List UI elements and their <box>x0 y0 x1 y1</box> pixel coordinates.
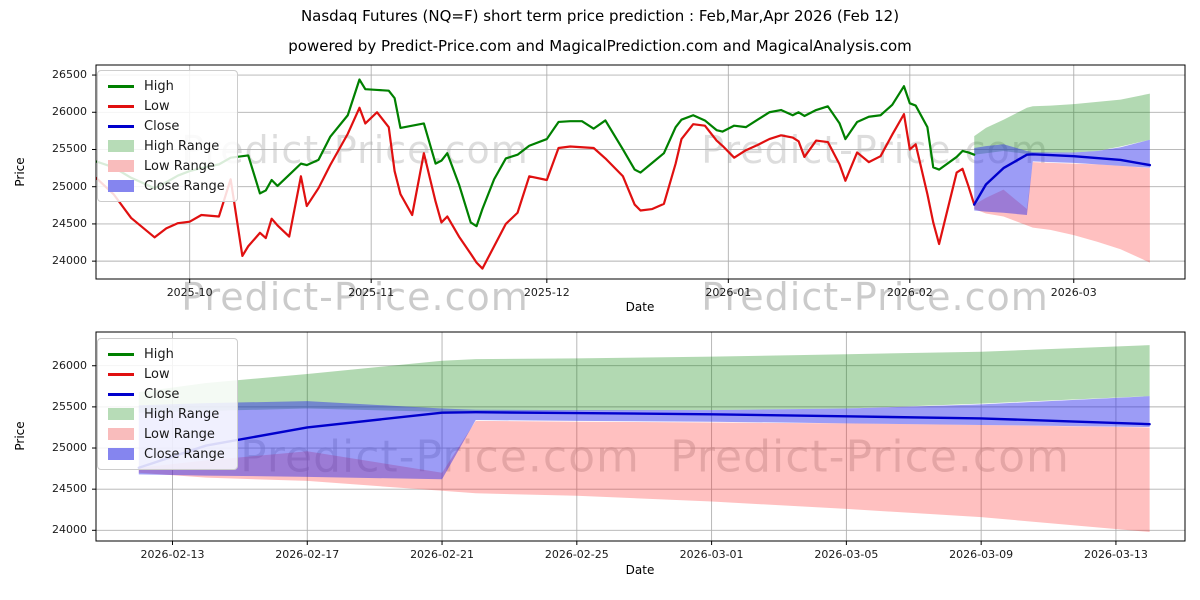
legend-swatch <box>108 104 134 108</box>
legend-item-close: Close <box>108 118 225 134</box>
x-tick-label: 2026-03-09 <box>949 548 1014 561</box>
legend-swatch <box>108 160 134 172</box>
x-tick-label: 2025-11 <box>348 286 395 299</box>
low-range-band <box>974 162 1150 263</box>
chart-subtitle: powered by Predict-Price.com and Magical… <box>288 37 912 55</box>
y-tick-label: 24500 <box>52 216 87 230</box>
high-range-band <box>138 345 1150 413</box>
legend-swatch <box>108 180 134 192</box>
legend-label: Low <box>144 366 170 382</box>
y-tick-label: 24500 <box>52 482 87 496</box>
x-tick-label: 2026-03-05 <box>814 548 879 561</box>
y-tick-label: 25000 <box>52 179 87 193</box>
legend-item-low: Low <box>108 366 225 382</box>
legend-swatch <box>108 84 134 88</box>
legend-label: Close <box>144 386 180 402</box>
x-axis-label-top: Date <box>625 300 655 314</box>
x-tick-label: 2026-03-13 <box>1083 548 1148 561</box>
legend-swatch <box>108 428 134 440</box>
legend-swatch <box>108 124 134 128</box>
legend-swatch <box>108 372 134 376</box>
legend-item-high: High <box>108 346 225 362</box>
legend-label: High <box>144 78 174 94</box>
legend-swatch <box>108 140 134 152</box>
legend-item-low-range: Low Range <box>108 158 225 174</box>
legend-swatch <box>108 408 134 420</box>
x-tick-label: 2026-02 <box>886 286 933 299</box>
y-tick-label: 24000 <box>52 254 87 268</box>
legend-swatch <box>108 392 134 396</box>
x-tick-label: 2025-10 <box>166 286 213 299</box>
x-tick-label: 2026-02-17 <box>275 548 340 561</box>
x-axis-label-bottom: Date <box>625 563 655 577</box>
legend-item-low-range: Low Range <box>108 426 225 442</box>
low-range-band <box>138 420 1150 532</box>
legend-swatch <box>108 352 134 356</box>
y-tick-label: 26500 <box>52 68 87 82</box>
legend-swatch <box>108 448 134 460</box>
x-tick-label: 2026-02-13 <box>140 548 205 561</box>
x-tick-label: 2026-01 <box>705 286 752 299</box>
legend-item-low: Low <box>108 98 225 114</box>
legend-label: Close <box>144 118 180 134</box>
legend-item-high-range: High Range <box>108 138 225 154</box>
legend-item-close: Close <box>108 386 225 402</box>
close-prediction-line <box>973 153 1152 206</box>
chart-title: Nasdaq Futures (NQ=F) short term price p… <box>300 7 900 25</box>
y-tick-label: 25500 <box>52 399 87 413</box>
y-tick-label: 25000 <box>52 441 87 455</box>
legend-top-chart: High Low Close High Range Low Range Close Ran… <box>97 70 238 202</box>
x-tick-label: 2025-12 <box>523 286 570 299</box>
legend-item-close-range: Close Range <box>108 178 225 194</box>
x-tick-label: 2026-03-01 <box>679 548 744 561</box>
bottom-chart-plot-area <box>96 332 1185 541</box>
legend-label: High <box>144 346 174 362</box>
x-tick-label: 2026-03 <box>1050 286 1097 299</box>
legend-bottom-chart: High Low Close High Range Low Range Close Ran… <box>97 338 238 470</box>
legend-label: Close Range <box>144 446 225 462</box>
x-tick-label: 2026-02-21 <box>410 548 474 561</box>
x-tick-label: 2026-02-25 <box>544 548 609 561</box>
close-prediction-line <box>137 411 1151 469</box>
low-line <box>96 106 976 270</box>
legend-label: Low Range <box>144 158 215 174</box>
legend-item-high: High <box>108 78 225 94</box>
legend-item-high-range: High Range <box>108 406 225 422</box>
y-tick-label: 26000 <box>52 358 87 372</box>
legend-label: High Range <box>144 138 220 154</box>
legend-item-close-range: Close Range <box>108 446 225 462</box>
high-range-band <box>974 93 1150 155</box>
legend-label: Low Range <box>144 426 215 442</box>
y-tick-label: 26000 <box>52 105 87 119</box>
top-chart-plot-area <box>96 65 1185 279</box>
y-tick-label: 25500 <box>52 142 87 156</box>
legend-label: Low <box>144 98 170 114</box>
legend-label: High Range <box>144 406 220 422</box>
y-tick-label: 24000 <box>52 523 87 537</box>
high-line <box>96 78 976 228</box>
legend-label: Close Range <box>144 178 225 194</box>
